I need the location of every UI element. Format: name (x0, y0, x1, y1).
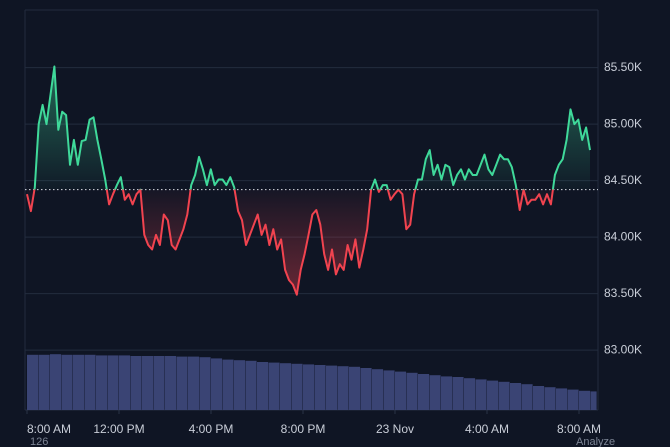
volume-bar (475, 379, 487, 410)
volume-bar (303, 364, 315, 410)
x-tick-label: 23 Nov (376, 422, 414, 436)
volume-bar (130, 356, 142, 410)
volume-bar (406, 372, 418, 410)
volume-bar (326, 365, 338, 410)
volume-bar (280, 363, 292, 410)
volume-bar (579, 390, 591, 410)
volume-bar (268, 362, 280, 410)
volume-bar (521, 384, 533, 410)
volume-bar (211, 358, 223, 410)
plot: 83.00K 83.50K 84.00K 84.50K 85.00K 85.50K 8:00… (25, 60, 642, 436)
volume-bar (464, 378, 476, 410)
volume-bar (441, 376, 453, 410)
volume-bar (452, 377, 464, 410)
x-tick-label: 4:00 PM (189, 422, 234, 436)
volume-bar (84, 354, 96, 410)
volume-bar (153, 356, 165, 410)
volume-bar (395, 371, 407, 410)
volume-bar (50, 354, 62, 410)
y-tick-label: 84.00K (604, 229, 642, 243)
volume-bar (119, 355, 131, 410)
y-tick-label: 83.00K (604, 342, 642, 356)
volume-bar (383, 370, 395, 410)
volume-bar (487, 380, 499, 410)
volume-bar (590, 391, 597, 410)
volume-bar (257, 362, 269, 410)
volume-bar (533, 386, 545, 410)
volume-bar (222, 359, 234, 410)
volume-bar (556, 388, 568, 410)
volume-bar (199, 357, 211, 410)
volume-bar (73, 354, 85, 410)
x-tick-label: 4:00 AM (465, 422, 509, 436)
volume-bar (429, 375, 441, 410)
volume-bar (38, 354, 50, 410)
volume-bar (510, 383, 522, 410)
footer-right[interactable]: Analyze (576, 436, 615, 447)
volume-bar (349, 366, 361, 410)
volume-bar (188, 356, 200, 410)
footer-left: 126 (30, 436, 48, 447)
volume-bar (544, 387, 556, 410)
volume-bar (27, 354, 39, 410)
x-tick-label: 12:00 PM (93, 422, 144, 436)
volume-bar (498, 381, 510, 410)
price-area (27, 66, 590, 295)
volume-bar (245, 360, 257, 410)
volume-bar (165, 356, 177, 410)
y-tick-label: 83.50K (604, 286, 642, 300)
volume-bar (142, 356, 154, 410)
y-tick-label: 85.50K (604, 60, 642, 74)
y-tick-label: 85.00K (604, 116, 642, 130)
volume-bar (418, 374, 430, 410)
volume-bar (96, 355, 108, 410)
volume-bar (360, 368, 372, 410)
volume-bar (107, 355, 119, 410)
volume-bar (567, 389, 579, 410)
y-tick-label: 84.50K (604, 173, 642, 187)
price-line (26, 65, 591, 296)
x-tick-label: 8:00 AM (557, 422, 601, 436)
x-tick-label: 8:00 AM (27, 422, 71, 436)
volume-bar (176, 356, 188, 410)
volume-bar (291, 363, 303, 410)
volume-bar (234, 360, 246, 410)
volume-bar (61, 354, 73, 410)
volume-bar (337, 366, 349, 410)
volume-bar (314, 365, 326, 410)
volume-bar (372, 369, 384, 410)
x-tick-label: 8:00 PM (281, 422, 326, 436)
